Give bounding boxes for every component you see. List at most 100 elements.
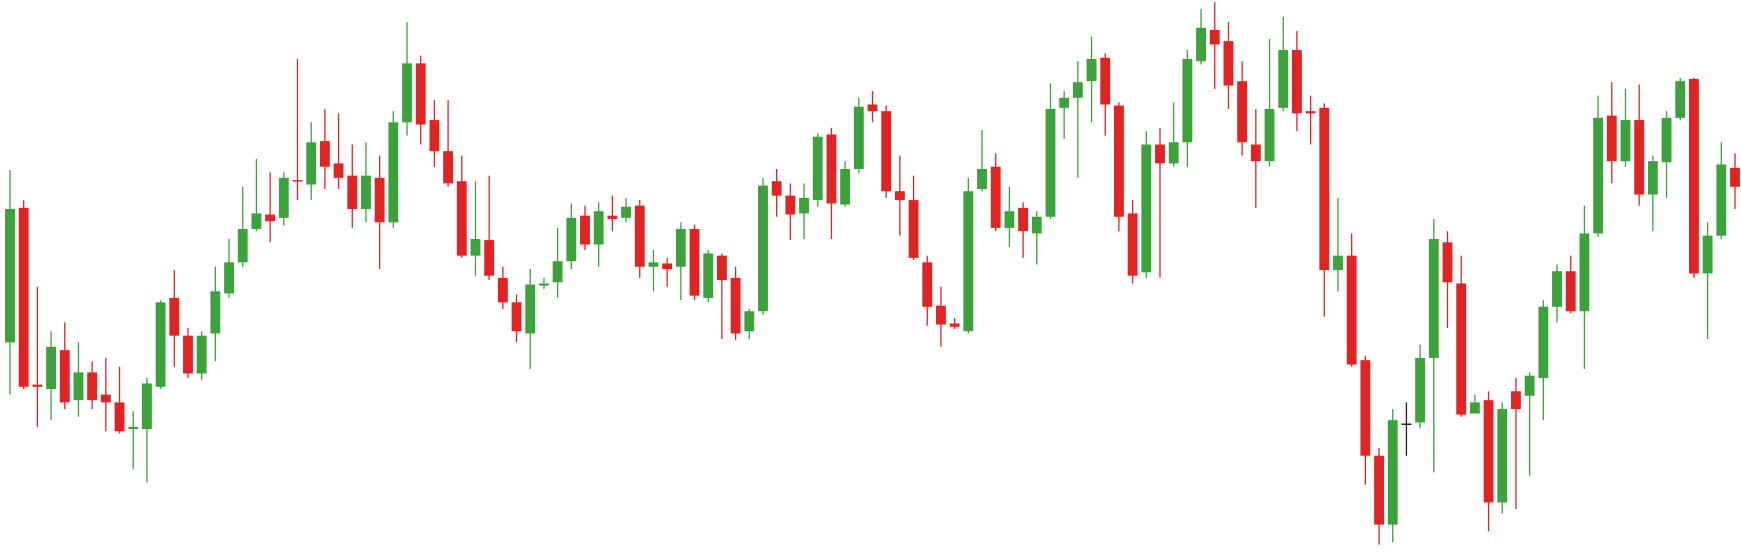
candle-body xyxy=(1620,120,1631,162)
candle-body xyxy=(347,175,358,209)
candle-body xyxy=(237,228,248,263)
candle-body xyxy=(1086,58,1097,82)
candle-body xyxy=(361,175,371,209)
candle-body xyxy=(1428,238,1439,358)
candle-body xyxy=(196,335,207,374)
candle-body xyxy=(5,208,15,343)
candle-body xyxy=(1730,167,1740,187)
candle-body xyxy=(730,277,741,334)
candle-body xyxy=(539,283,549,286)
candle-body xyxy=(1565,271,1576,312)
candle-body xyxy=(840,168,851,205)
candle-body xyxy=(18,207,29,387)
candle-body xyxy=(114,402,125,432)
candle-body xyxy=(278,177,289,218)
candle-body xyxy=(292,180,303,182)
candle-body xyxy=(1360,360,1371,456)
candle-body xyxy=(374,177,385,223)
candle-body xyxy=(1278,50,1289,108)
candle-body xyxy=(1415,357,1426,423)
candle-body xyxy=(1237,81,1248,143)
candle-body xyxy=(1155,144,1165,164)
candle-body xyxy=(183,335,193,374)
candle-body xyxy=(785,195,796,215)
candle-body xyxy=(758,185,768,312)
candle-body xyxy=(155,302,166,387)
candle-body xyxy=(484,240,495,276)
candle-body xyxy=(1209,30,1220,45)
candle-body xyxy=(826,134,837,204)
candle-body xyxy=(1141,144,1152,273)
candle-body xyxy=(689,228,700,296)
candle-body xyxy=(415,63,426,125)
candle-body xyxy=(621,206,631,218)
candle-body xyxy=(32,384,43,387)
candle-body xyxy=(716,255,727,281)
candle-body xyxy=(1045,108,1056,217)
candle-body xyxy=(662,263,673,269)
candle-body xyxy=(648,262,659,267)
candle-body xyxy=(100,394,111,403)
candle-body xyxy=(443,151,454,184)
candle-body xyxy=(1497,409,1508,503)
candle-body xyxy=(1511,391,1521,410)
candle-body xyxy=(1264,108,1275,162)
candle-body xyxy=(1593,117,1604,234)
candle-body xyxy=(1114,105,1124,217)
candle-body xyxy=(1072,82,1083,98)
candle-body xyxy=(1059,97,1070,108)
candle-body xyxy=(607,215,618,219)
candle-body xyxy=(1305,111,1316,114)
candle-body xyxy=(210,291,221,334)
candle-body xyxy=(881,111,892,192)
candle-body xyxy=(511,302,522,332)
candle-body xyxy=(1606,115,1617,162)
candle-body xyxy=(1196,27,1206,62)
candle-body xyxy=(812,136,823,201)
candle-body xyxy=(990,166,1001,228)
candle-body xyxy=(566,217,577,262)
candle-body xyxy=(771,181,782,196)
candle-body xyxy=(1483,400,1494,503)
candle-body xyxy=(963,191,974,332)
candle-body xyxy=(703,253,714,298)
candle-body xyxy=(1538,306,1549,378)
candle-body xyxy=(1661,117,1672,163)
candle-body xyxy=(1250,144,1261,162)
candle-body xyxy=(402,63,412,123)
candle-body xyxy=(634,205,645,267)
candle-body xyxy=(1442,242,1453,283)
candle-body xyxy=(128,426,139,430)
candle-body xyxy=(1702,235,1713,274)
candle-body xyxy=(1100,57,1111,105)
candle-body xyxy=(1689,78,1699,274)
candle-body xyxy=(470,238,481,256)
candle-body xyxy=(1634,120,1645,195)
candle-body xyxy=(251,213,262,229)
candle-body xyxy=(1374,455,1384,525)
candle-body xyxy=(224,262,234,294)
candle-body xyxy=(593,211,604,245)
candle-body xyxy=(1018,207,1029,232)
candle-body xyxy=(744,311,755,332)
candle-body xyxy=(333,163,344,178)
candle-body xyxy=(853,106,864,169)
candle-body xyxy=(1456,283,1467,415)
candle-body xyxy=(1387,420,1398,525)
candle-body xyxy=(1401,423,1412,426)
candle-body xyxy=(1291,50,1302,114)
candle-body xyxy=(552,261,563,283)
candle-body xyxy=(1524,375,1535,396)
candle-body xyxy=(1004,211,1015,228)
candle-body xyxy=(1579,233,1590,312)
candle-body xyxy=(675,228,686,267)
candle-body xyxy=(73,372,84,401)
candle-body xyxy=(977,168,987,189)
candle-body xyxy=(525,284,536,334)
candle-body xyxy=(1319,107,1330,271)
candle-body xyxy=(1223,41,1234,86)
candle-body xyxy=(1182,58,1193,143)
candle-body xyxy=(949,323,960,327)
